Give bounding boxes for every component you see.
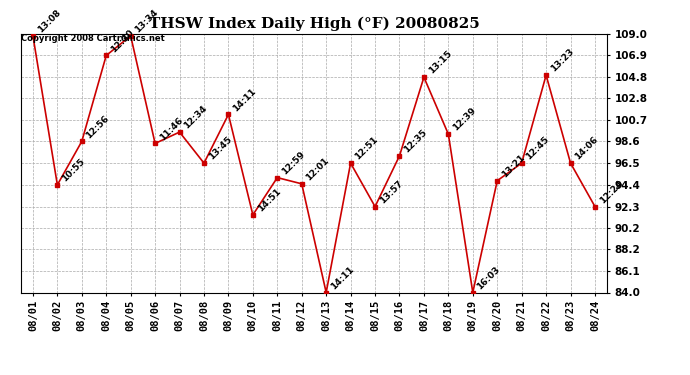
Text: 13:23: 13:23 — [549, 47, 575, 74]
Text: 12:51: 12:51 — [353, 135, 380, 162]
Text: 10:55: 10:55 — [60, 157, 87, 183]
Text: 12:01: 12:01 — [304, 156, 331, 182]
Text: 12:30: 12:30 — [109, 28, 135, 54]
Text: 12:39: 12:39 — [451, 106, 478, 133]
Text: 12:56: 12:56 — [85, 113, 111, 140]
Title: THSW Index Daily High (°F) 20080825: THSW Index Daily High (°F) 20080825 — [148, 17, 480, 31]
Text: 12:45: 12:45 — [524, 135, 551, 162]
Text: 13:57: 13:57 — [378, 178, 404, 205]
Text: 14:11: 14:11 — [231, 86, 258, 113]
Text: 13:15: 13:15 — [426, 49, 453, 76]
Text: 13:21: 13:21 — [500, 153, 526, 179]
Text: 16:03: 16:03 — [475, 265, 502, 291]
Text: 12:35: 12:35 — [402, 128, 429, 154]
Text: 12:59: 12:59 — [280, 150, 307, 176]
Text: 13:08: 13:08 — [36, 8, 62, 34]
Text: 13:34: 13:34 — [133, 8, 160, 34]
Text: 14:06: 14:06 — [573, 135, 600, 162]
Text: 14:11: 14:11 — [329, 264, 355, 291]
Text: 12:24: 12:24 — [598, 178, 624, 205]
Text: 12:34: 12:34 — [182, 104, 209, 130]
Text: 13:45: 13:45 — [207, 135, 233, 162]
Text: 11:46: 11:46 — [158, 116, 185, 142]
Text: Copyright 2008 Cartronics.net: Copyright 2008 Cartronics.net — [21, 34, 164, 43]
Text: 14:51: 14:51 — [255, 187, 282, 213]
